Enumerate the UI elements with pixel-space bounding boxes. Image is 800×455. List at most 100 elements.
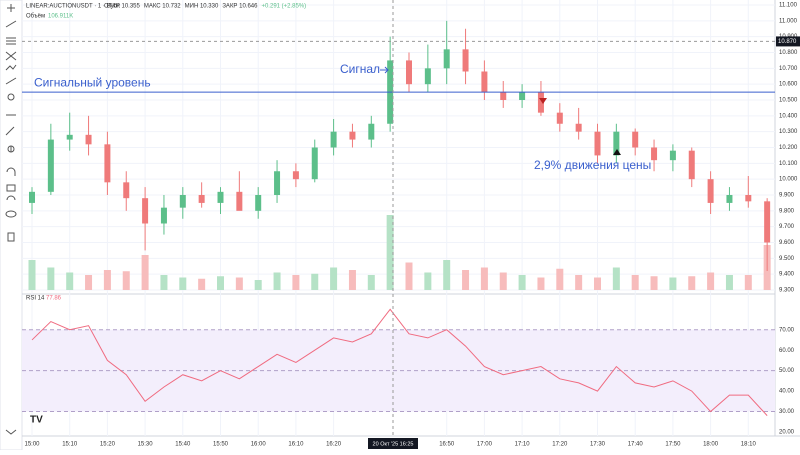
legend-item: ОТКР 10.355 — [104, 4, 141, 10]
candle-body — [368, 123, 375, 140]
volume-bar — [650, 276, 658, 290]
candle-body — [66, 134, 73, 140]
candle-body — [556, 112, 563, 124]
volume-bar — [273, 272, 281, 290]
volume-bar — [575, 275, 583, 290]
x-tick-label: 17:40 — [628, 442, 644, 448]
x-tick-label: 17:00 — [477, 442, 493, 448]
volume-bar — [47, 267, 55, 290]
volume-bar — [122, 271, 130, 290]
volume-bar — [217, 276, 224, 290]
volume-bar — [480, 267, 488, 290]
y-tick-label: 9.900 — [779, 193, 795, 199]
candle-body — [104, 144, 111, 183]
volume-bar — [235, 277, 243, 290]
y-tick-label: 10.200 — [779, 145, 798, 151]
down-arrow — [539, 98, 547, 104]
volume-bar — [462, 270, 470, 290]
candle-body — [236, 191, 243, 211]
x-tick-label: 16:00 — [251, 442, 267, 448]
crosshair-time-box — [368, 438, 418, 449]
candle-body — [255, 195, 262, 211]
y-tick-label: 10.000 — [779, 177, 798, 183]
volume-bar — [631, 275, 639, 290]
crosshair-time: 20 Окт '25 16:25 — [373, 441, 414, 447]
rsi-tick-label: 30.00 — [779, 409, 795, 415]
volume-bar — [28, 260, 36, 290]
candle-body — [424, 68, 431, 85]
volume-bar — [311, 273, 319, 290]
y-tick-label: 10.300 — [779, 129, 798, 135]
rsi-last: 77.86 — [46, 296, 62, 302]
candle-body — [443, 49, 450, 69]
candle-body — [311, 147, 318, 180]
volume-bar — [141, 255, 149, 290]
tv-logo: TV — [30, 415, 43, 426]
rsi-tick-label: 60.00 — [779, 348, 795, 354]
rsi-tick-label: 70.00 — [779, 327, 795, 333]
candle-body — [575, 123, 582, 132]
candle-body — [613, 131, 620, 156]
candle-body — [330, 131, 337, 148]
candle-body — [160, 207, 167, 224]
candle-body — [726, 195, 733, 203]
volume-label: Объём — [26, 14, 45, 20]
y-tick-label: 11.000 — [779, 18, 798, 24]
crosshair-price-box — [776, 36, 800, 47]
y-tick-label: 9.500 — [779, 256, 795, 262]
candle-body — [481, 71, 488, 93]
candle-body — [707, 179, 714, 203]
candle-body — [217, 191, 224, 203]
toolbar-icons — [5, 4, 17, 435]
volume-bar — [688, 276, 696, 290]
volume-bar — [669, 277, 677, 290]
y-tick-label: 10.600 — [779, 82, 798, 88]
candle-body — [85, 134, 92, 145]
volume-bar — [348, 270, 356, 290]
signal-label: Сигнал — [340, 62, 380, 76]
y-tick-label: 9.600 — [779, 240, 795, 246]
volume-bar — [367, 275, 375, 290]
legend-item: ЗАКР 10.646 — [222, 4, 258, 10]
volume-bar — [292, 275, 300, 290]
rsi-tick-label: 50.00 — [779, 368, 795, 374]
candle-body — [537, 92, 544, 113]
candle-body — [349, 131, 356, 140]
y-tick-label: 9.300 — [779, 288, 795, 294]
x-tick-label: 18:10 — [741, 442, 757, 448]
candle-body — [29, 191, 35, 203]
volume-bar — [707, 272, 715, 290]
symbol: LINEAR:AUCTIONUSDT · 1 · Bybit — [26, 4, 120, 10]
x-tick-label: 15:20 — [100, 442, 116, 448]
x-tick-label: 18:00 — [703, 442, 719, 448]
x-tick-label: 17:50 — [665, 442, 681, 448]
volume-bar — [103, 270, 111, 290]
x-tick-label: 17:30 — [590, 442, 606, 448]
level-label: Сигнальный уровень — [34, 75, 151, 89]
candle-body — [274, 171, 281, 195]
x-tick-label: 17:10 — [515, 442, 531, 448]
x-tick-label: 16:10 — [288, 442, 304, 448]
volume-bar — [518, 275, 526, 290]
volume-bar — [725, 275, 733, 290]
x-tick-label: 15:40 — [175, 442, 191, 448]
volume-bar — [198, 278, 206, 290]
x-tick-label: 15:50 — [213, 442, 229, 448]
volume-bar — [443, 260, 451, 290]
volume-bar — [556, 268, 564, 290]
volume-bar — [537, 277, 545, 290]
volume-bar — [330, 267, 338, 290]
rsi-tick-label: 40.00 — [779, 389, 795, 395]
volume-bar — [594, 277, 601, 290]
move-label: 2,9% движения цены — [534, 158, 651, 172]
candle-body — [764, 201, 771, 243]
x-tick-label: 15:00 — [24, 442, 40, 448]
y-tick-label: 10.500 — [779, 98, 798, 104]
candle-body — [179, 195, 186, 208]
volume-bar — [744, 275, 752, 290]
legend-item: +0.291 (+2.85%) — [261, 4, 306, 10]
crosshair-price: 10.870 — [778, 39, 797, 45]
volume-bar — [424, 272, 432, 290]
